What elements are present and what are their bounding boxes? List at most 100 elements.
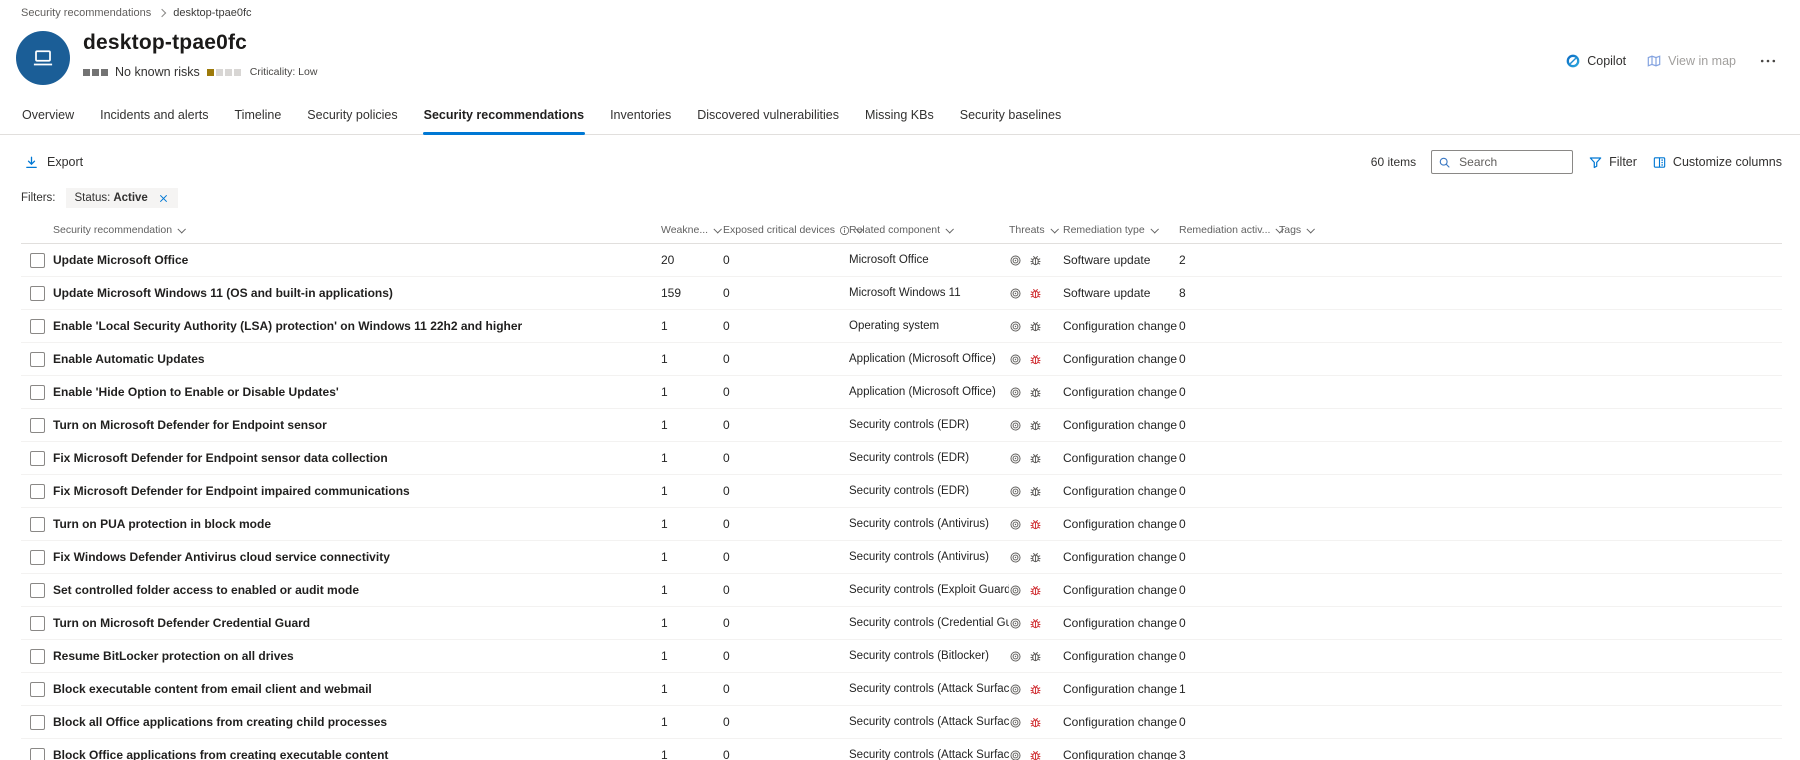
view-in-map-button[interactable]: View in map bbox=[1646, 53, 1736, 69]
tab-incidents-and-alerts[interactable]: Incidents and alerts bbox=[100, 108, 209, 122]
tab-timeline[interactable]: Timeline bbox=[234, 108, 282, 122]
table-row[interactable]: Block Office applications from creating … bbox=[21, 739, 1782, 760]
copilot-button[interactable]: Copilot bbox=[1565, 53, 1626, 69]
recommendation-link[interactable]: Update Microsoft Office bbox=[53, 253, 189, 267]
threat-insights-icon[interactable] bbox=[1009, 485, 1022, 498]
bug-icon[interactable] bbox=[1029, 353, 1042, 366]
threat-insights-icon[interactable] bbox=[1009, 683, 1022, 696]
search-box[interactable] bbox=[1431, 150, 1574, 174]
table-row[interactable]: Fix Microsoft Defender for Endpoint impa… bbox=[21, 475, 1782, 508]
threat-insights-icon[interactable] bbox=[1009, 320, 1022, 333]
recommendation-link[interactable]: Turn on PUA protection in block mode bbox=[53, 517, 271, 531]
tab-security-baselines[interactable]: Security baselines bbox=[959, 108, 1062, 122]
bug-icon[interactable] bbox=[1029, 320, 1042, 333]
recommendation-link[interactable]: Fix Windows Defender Antivirus cloud ser… bbox=[53, 550, 390, 564]
column-header-weaknesses[interactable]: Weakne... bbox=[661, 224, 723, 236]
threat-insights-icon[interactable] bbox=[1009, 254, 1022, 267]
column-header-threats[interactable]: Threats bbox=[1009, 224, 1063, 236]
table-row[interactable]: Enable 'Hide Option to Enable or Disable… bbox=[21, 376, 1782, 409]
table-row[interactable]: Turn on Microsoft Defender Credential Gu… bbox=[21, 607, 1782, 640]
bug-icon[interactable] bbox=[1029, 584, 1042, 597]
threat-insights-icon[interactable] bbox=[1009, 452, 1022, 465]
row-checkbox[interactable] bbox=[30, 417, 45, 433]
bug-icon[interactable] bbox=[1029, 650, 1042, 663]
bug-icon[interactable] bbox=[1029, 617, 1042, 630]
row-checkbox[interactable] bbox=[30, 384, 45, 400]
bug-icon[interactable] bbox=[1029, 683, 1042, 696]
recommendation-link[interactable]: Update Microsoft Windows 11 (OS and buil… bbox=[53, 286, 393, 300]
tab-overview[interactable]: Overview bbox=[22, 108, 75, 122]
bug-icon[interactable] bbox=[1029, 254, 1042, 267]
recommendation-link[interactable]: Block all Office applications from creat… bbox=[53, 715, 388, 729]
recommendation-link[interactable]: Enable 'Local Security Authority (LSA) p… bbox=[53, 319, 523, 333]
tab-security-policies[interactable]: Security policies bbox=[307, 108, 398, 122]
threat-insights-icon[interactable] bbox=[1009, 749, 1022, 760]
bug-icon[interactable] bbox=[1029, 419, 1042, 432]
info-icon[interactable] bbox=[839, 225, 850, 236]
table-row[interactable]: Update Microsoft Office 20 0 Microsoft O… bbox=[21, 244, 1782, 277]
threat-insights-icon[interactable] bbox=[1009, 518, 1022, 531]
row-checkbox[interactable] bbox=[30, 549, 45, 565]
bug-icon[interactable] bbox=[1029, 716, 1042, 729]
recommendation-link[interactable]: Block Office applications from creating … bbox=[53, 748, 389, 760]
table-row[interactable]: Update Microsoft Windows 11 (OS and buil… bbox=[21, 277, 1782, 310]
table-row[interactable]: Block executable content from email clie… bbox=[21, 673, 1782, 706]
table-row[interactable]: Enable Automatic Updates 1 0 Application… bbox=[21, 343, 1782, 376]
column-header-remediation-type[interactable]: Remediation type bbox=[1063, 224, 1179, 236]
recommendation-link[interactable]: Fix Microsoft Defender for Endpoint impa… bbox=[53, 484, 410, 498]
table-row[interactable]: Set controlled folder access to enabled … bbox=[21, 574, 1782, 607]
filter-button[interactable]: Filter bbox=[1588, 155, 1637, 170]
threat-insights-icon[interactable] bbox=[1009, 716, 1022, 729]
table-row[interactable]: Fix Windows Defender Antivirus cloud ser… bbox=[21, 541, 1782, 574]
recommendation-link[interactable]: Enable Automatic Updates bbox=[53, 352, 205, 366]
threat-insights-icon[interactable] bbox=[1009, 386, 1022, 399]
bug-icon[interactable] bbox=[1029, 287, 1042, 300]
remove-filter-button[interactable] bbox=[158, 193, 169, 204]
threat-insights-icon[interactable] bbox=[1009, 584, 1022, 597]
column-header-remediation-activities[interactable]: Remediation activ... bbox=[1179, 224, 1285, 236]
row-checkbox[interactable] bbox=[30, 450, 45, 466]
threat-insights-icon[interactable] bbox=[1009, 551, 1022, 564]
recommendation-link[interactable]: Turn on Microsoft Defender Credential Gu… bbox=[53, 616, 311, 630]
column-header-exposed-critical-devices[interactable]: Exposed critical devices bbox=[723, 224, 865, 236]
tab-missing-kbs[interactable]: Missing KBs bbox=[864, 108, 934, 122]
row-checkbox[interactable] bbox=[30, 582, 45, 598]
row-checkbox[interactable] bbox=[30, 615, 45, 631]
more-actions-button[interactable] bbox=[1756, 57, 1780, 65]
recommendation-link[interactable]: Turn on Microsoft Defender for Endpoint … bbox=[53, 418, 327, 432]
bug-icon[interactable] bbox=[1029, 485, 1042, 498]
table-row[interactable]: Block all Office applications from creat… bbox=[21, 706, 1782, 739]
row-checkbox[interactable] bbox=[30, 318, 45, 334]
threat-insights-icon[interactable] bbox=[1009, 650, 1022, 663]
threat-insights-icon[interactable] bbox=[1009, 617, 1022, 630]
column-header-related-component[interactable]: Related component bbox=[849, 224, 1009, 236]
row-checkbox[interactable] bbox=[30, 285, 45, 301]
column-header-security-recommendation[interactable]: Security recommendation bbox=[53, 224, 661, 236]
customize-columns-button[interactable]: Customize columns bbox=[1652, 155, 1782, 170]
row-checkbox[interactable] bbox=[30, 252, 45, 268]
row-checkbox[interactable] bbox=[30, 747, 45, 760]
recommendation-link[interactable]: Set controlled folder access to enabled … bbox=[53, 583, 360, 597]
threat-insights-icon[interactable] bbox=[1009, 287, 1022, 300]
row-checkbox[interactable] bbox=[30, 516, 45, 532]
recommendation-link[interactable]: Resume BitLocker protection on all drive… bbox=[53, 649, 294, 663]
tab-security-recommendations[interactable]: Security recommendations bbox=[422, 102, 586, 135]
bug-icon[interactable] bbox=[1029, 452, 1042, 465]
row-checkbox[interactable] bbox=[30, 351, 45, 367]
recommendation-link[interactable]: Fix Microsoft Defender for Endpoint sens… bbox=[53, 451, 388, 465]
row-checkbox[interactable] bbox=[30, 714, 45, 730]
table-row[interactable]: Resume BitLocker protection on all drive… bbox=[21, 640, 1782, 673]
table-row[interactable]: Turn on Microsoft Defender for Endpoint … bbox=[21, 409, 1782, 442]
recommendation-link[interactable]: Enable 'Hide Option to Enable or Disable… bbox=[53, 385, 339, 399]
table-row[interactable]: Turn on PUA protection in block mode 1 0… bbox=[21, 508, 1782, 541]
tab-discovered-vulnerabilities[interactable]: Discovered vulnerabilities bbox=[697, 108, 839, 122]
breadcrumb-link[interactable]: Security recommendations bbox=[21, 7, 152, 19]
row-checkbox[interactable] bbox=[30, 681, 45, 697]
column-header-tags[interactable]: Tags bbox=[1279, 224, 1782, 236]
bug-icon[interactable] bbox=[1029, 551, 1042, 564]
bug-icon[interactable] bbox=[1029, 749, 1042, 760]
table-row[interactable]: Enable 'Local Security Authority (LSA) p… bbox=[21, 310, 1782, 343]
row-checkbox[interactable] bbox=[30, 648, 45, 664]
tab-inventories[interactable]: Inventories bbox=[610, 108, 672, 122]
export-button[interactable]: Export bbox=[24, 155, 83, 170]
